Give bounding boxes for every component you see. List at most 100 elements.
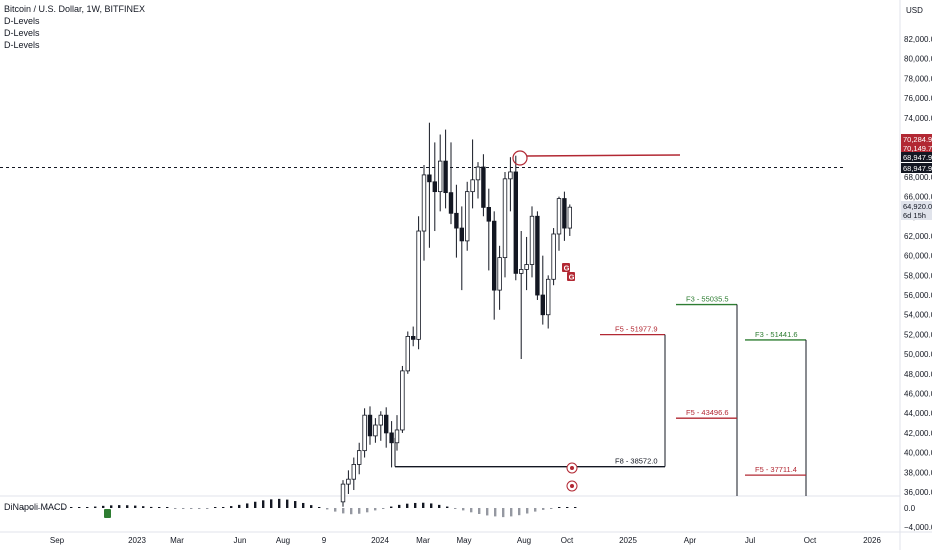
macd-bar [342,508,345,514]
symbol-title[interactable]: Bitcoin / U.S. Dollar, 1W, BITFINEX [4,4,146,14]
price-tag-label: 6d 15h [903,211,926,220]
price-tag-label: 70,149.7 [903,144,932,153]
alert-icon-dot [570,466,574,470]
macd-bar [30,508,33,510]
candle-body [535,215,540,296]
y-tick-label: 68,000.0 [904,173,932,182]
macd-bar [430,503,433,508]
macd-scale-label: 0.0 [904,504,916,513]
y-tick-label: 82,000.0 [904,35,932,44]
macd-bar [70,507,73,508]
candle-body [464,191,470,242]
candle-body [362,414,367,452]
fib-level-label: F8 - 38572.0 [615,457,658,466]
macd-bar [398,504,401,508]
y-tick-label: 78,000.0 [904,74,932,83]
macd-bar [182,508,185,509]
candle-body [448,192,454,214]
fib-level-label: F3 - 51441.6 [755,330,798,339]
y-tick-label: 56,000.0 [904,291,932,300]
macd-bar [502,508,505,518]
x-tick-label: Jun [234,536,247,545]
macd-bar [142,506,145,508]
candle-body [421,174,427,232]
macd-bar [262,500,265,508]
macd-bar [38,508,41,509]
candle-body [437,160,443,193]
price-tag-label: 64,920.0 [903,202,932,211]
macd-bar [254,501,257,508]
candle-body [378,414,383,426]
x-tick-label: Jul [745,536,755,545]
macd-bar [494,508,497,517]
macd-bar [518,508,521,516]
candle-body [513,171,518,274]
price-tag-label: 70,284.9 [903,135,932,144]
candle-body [340,483,346,503]
y-tick-label: 46,000.0 [904,390,932,399]
macd-bar [278,498,281,508]
candle-body [502,178,508,259]
candle-body [540,294,545,316]
macd-bar [454,508,457,509]
candle-body [551,233,556,280]
x-tick-label: 2025 [619,536,637,545]
macd-bar [414,502,417,508]
macd-bar [302,502,305,508]
candle-body [389,432,394,444]
y-tick-label: 80,000.0 [904,55,932,64]
macd-bar [246,503,249,508]
macd-bar [54,508,57,509]
candle-body [519,269,524,274]
price-tag [901,210,932,220]
macd-scale-label: −4,000.0 [904,523,932,532]
candle-body [459,227,464,242]
price-tag-label: 68,947.9 [903,164,932,173]
macd-bar [134,505,137,508]
indicator-label[interactable]: D-Levels [4,28,40,38]
x-tick-label: May [456,536,471,545]
macd-bar [270,499,273,508]
currency-label: USD [906,6,923,15]
x-tick-label: Mar [416,536,430,545]
macd-bar [206,508,209,509]
fib-level-label: F5 - 51977.9 [615,325,658,334]
indicator-label[interactable]: D-Levels [4,40,40,50]
candle-body [410,336,416,340]
candle-body [432,181,437,193]
macd-bar [558,507,561,508]
y-tick-label: 38,000.0 [904,468,932,477]
candle-body [400,370,405,431]
macd-bar [366,508,369,513]
legend: Bitcoin / U.S. Dollar, 1W, BITFINEX D-Le… [4,3,145,51]
candle-body [394,429,400,444]
macd-bar [422,502,425,508]
resistance-line [526,154,681,157]
high-circle-marker [512,150,528,166]
x-tick-label: Aug [517,536,531,545]
y-tick-label: 60,000.0 [904,252,932,261]
macd-bar [438,504,441,508]
macd-bar [22,508,25,510]
macd-bar [406,503,409,508]
macd-bar [78,507,81,508]
indicator-label[interactable]: D-Levels [4,16,40,26]
candle-body [524,264,529,270]
y-tick-label: 76,000.0 [904,94,932,103]
macd-title[interactable]: DiNapoli MACD [4,502,68,512]
macd-bar [166,507,169,508]
macd-bar [510,508,513,517]
y-tick-label: 58,000.0 [904,271,932,280]
x-tick-label: Oct [804,536,817,545]
g-marker-label: G [564,264,570,273]
candle-body [508,171,513,180]
candle-body [373,424,378,437]
alert-icon-dot [570,484,574,488]
x-tick-label: Oct [561,536,574,545]
y-tick-label: 48,000.0 [904,370,932,379]
macd-bar [294,501,297,508]
macd-bar [286,499,289,508]
candle-body [427,174,432,183]
